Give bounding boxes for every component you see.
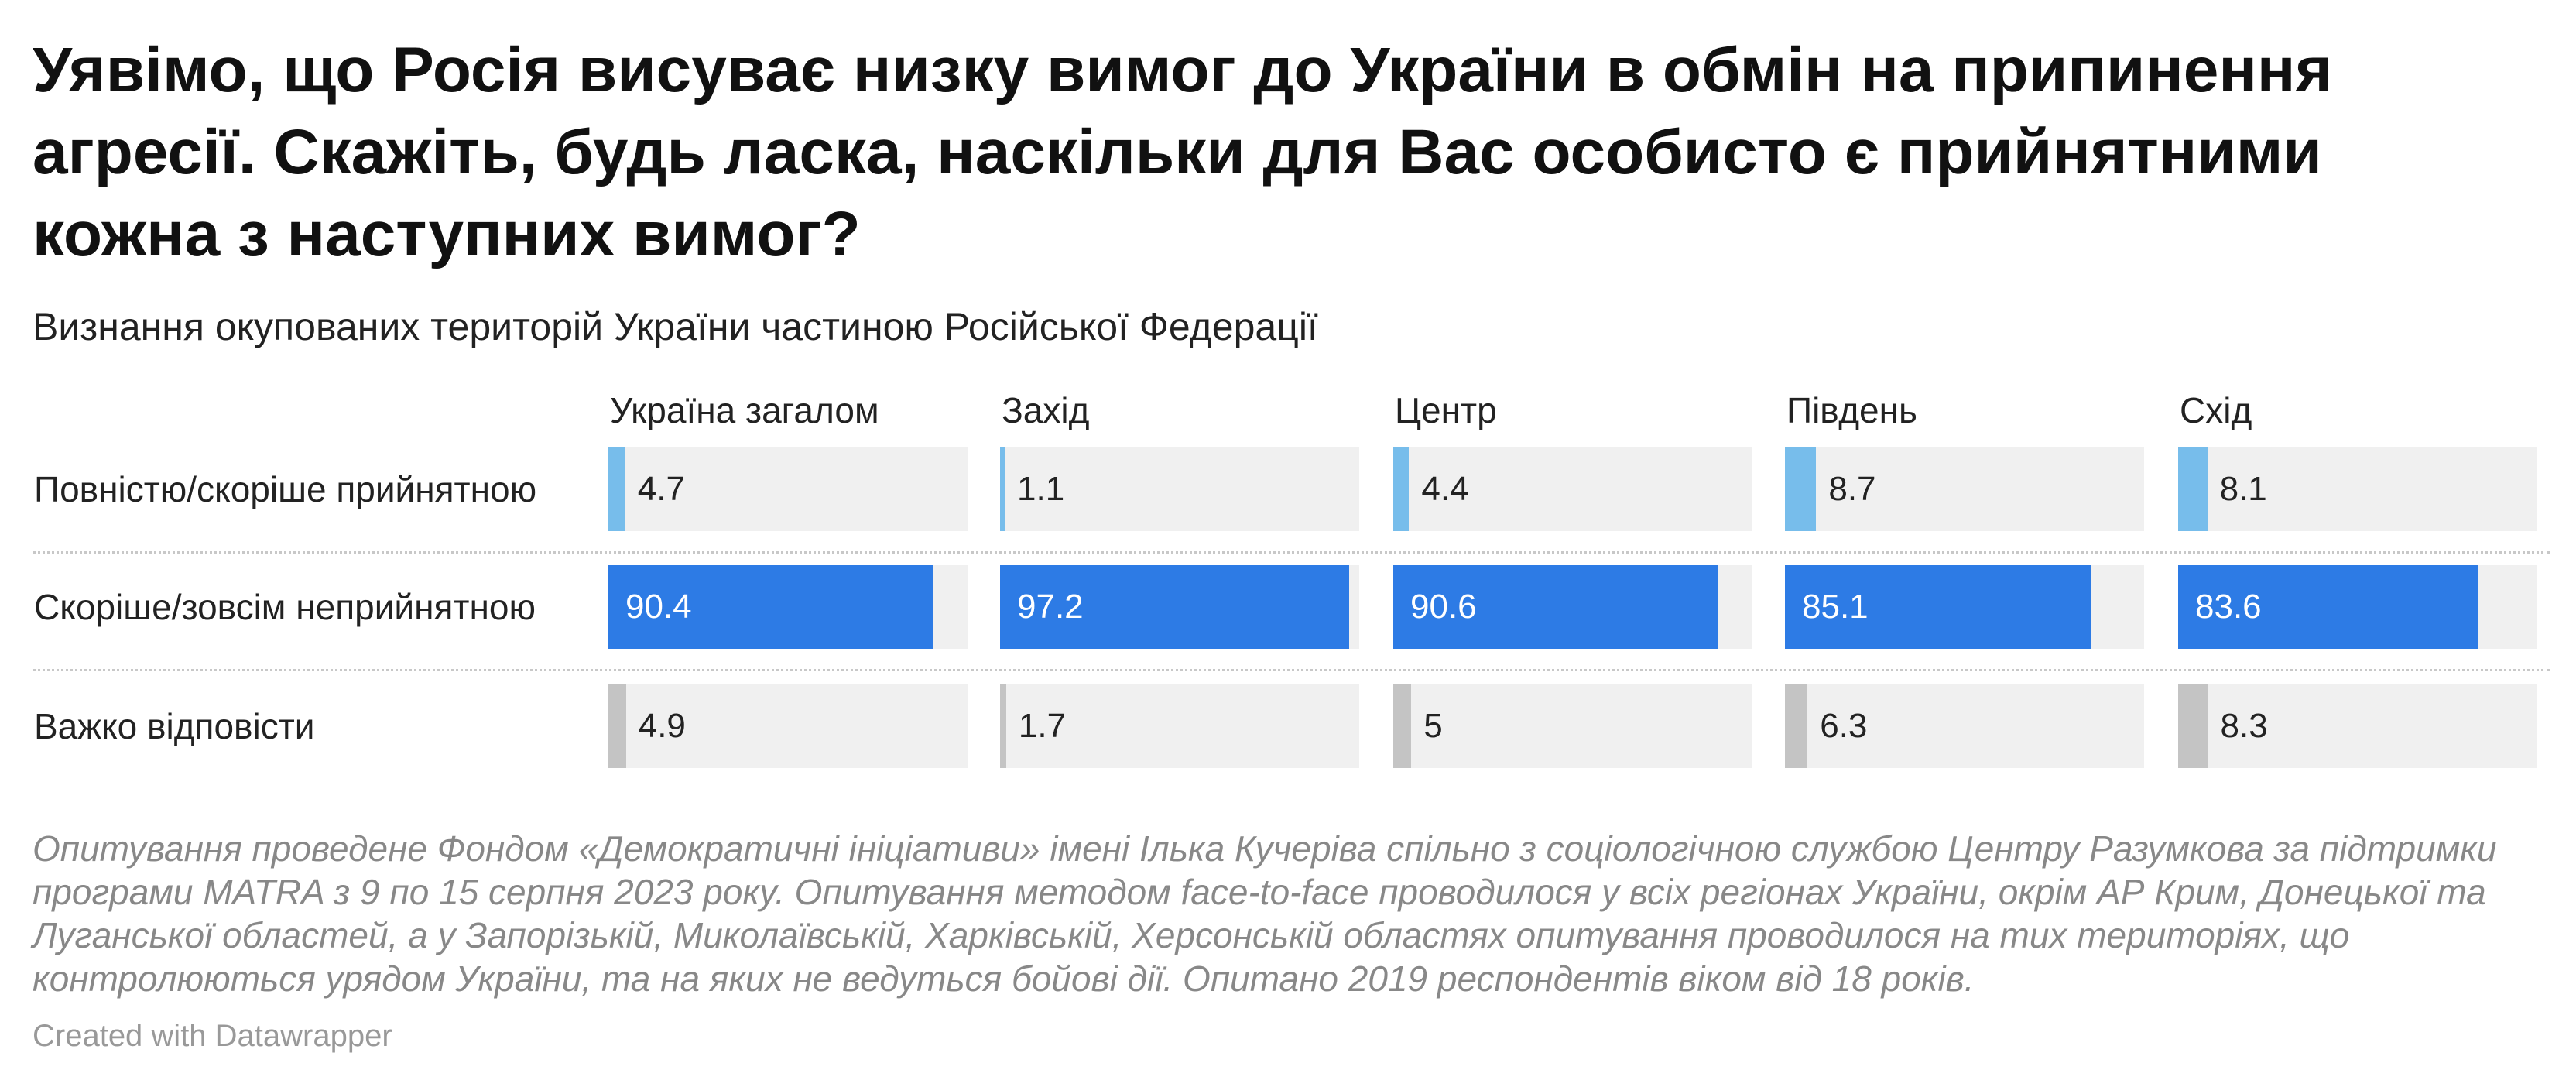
bar-track: 5	[1393, 684, 1752, 768]
panel-header: Південь	[1786, 390, 1917, 430]
chart-title: Уявімо, що Росія висуває низку вимог до …	[33, 35, 2333, 269]
bar	[608, 684, 626, 768]
bar-track: 1.7	[1000, 684, 1359, 768]
panel-header: Захід	[1002, 390, 1090, 430]
credit-link[interactable]: Created with Datawrapper	[33, 1019, 392, 1053]
chart-notes: Опитування проведене Фондом «Демократичн…	[33, 828, 2497, 999]
bar-track: 4.4	[1393, 447, 1752, 531]
bar-track: 90.4	[608, 565, 968, 649]
bar-track: 4.9	[608, 684, 968, 768]
bar	[1000, 447, 1005, 531]
bar-track: 83.6	[2178, 565, 2537, 649]
bar	[1785, 565, 2091, 649]
bar	[1000, 565, 1349, 649]
data-label: 4.9	[638, 707, 686, 745]
bar-track: 8.7	[1785, 447, 2144, 531]
data-label: 85.1	[1802, 588, 1869, 626]
data-label: 90.6	[1410, 588, 1477, 626]
data-label: 4.4	[1421, 470, 1469, 508]
data-label: 1.1	[1017, 470, 1065, 508]
bar-track: 8.3	[2178, 684, 2537, 768]
row-divider	[33, 669, 2550, 671]
data-label: 8.3	[2220, 707, 2268, 745]
bar	[2178, 447, 2208, 531]
row-label: Скоріше/зовсім неприйнятною	[34, 587, 536, 627]
bar-track: 1.1	[1000, 447, 1359, 531]
data-label: 90.4	[625, 588, 692, 626]
bar-track: 8.1	[2178, 447, 2537, 531]
panel-header: Центр	[1395, 390, 1497, 430]
bar-track: 6.3	[1785, 684, 2144, 768]
bar	[1393, 684, 1412, 768]
bar	[608, 447, 625, 531]
data-label: 83.6	[2195, 588, 2262, 626]
panel-header: Схід	[2180, 390, 2252, 430]
data-label: 5	[1423, 707, 1443, 745]
bar	[1393, 447, 1410, 531]
data-label: 1.7	[1018, 707, 1067, 745]
bar-track: 85.1	[1785, 565, 2144, 649]
data-label: 97.2	[1017, 588, 1084, 626]
data-label: 6.3	[1820, 707, 1868, 745]
bar	[2178, 684, 2208, 768]
bar-track: 4.7	[608, 447, 968, 531]
bar-track: 90.6	[1393, 565, 1752, 649]
row-divider	[33, 551, 2550, 554]
bar	[1785, 684, 1808, 768]
bar	[1785, 447, 1817, 531]
bar	[1393, 565, 1719, 649]
row-label: Важко відповісти	[34, 706, 315, 746]
row-label: Повністю/скоріше прийнятною	[34, 469, 537, 509]
data-label: 8.7	[1828, 470, 1876, 508]
bar	[1000, 684, 1006, 768]
bar	[2178, 565, 2478, 649]
bar-track: 97.2	[1000, 565, 1359, 649]
chart-subtitle: Визнання окупованих територій України ча…	[33, 305, 1318, 348]
data-label: 4.7	[637, 470, 685, 508]
bar	[608, 565, 933, 649]
data-label: 8.1	[2219, 470, 2267, 508]
panel-header: Україна загалом	[610, 390, 879, 430]
